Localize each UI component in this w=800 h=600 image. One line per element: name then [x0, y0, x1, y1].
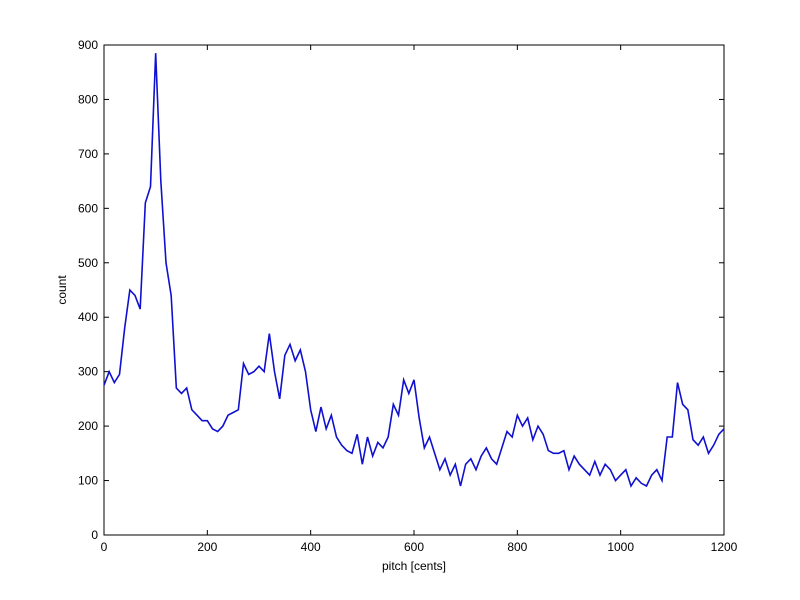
x-axis-label: pitch [cents] [382, 559, 446, 573]
x-tick-label: 0 [101, 540, 108, 554]
x-tick-label: 800 [507, 540, 527, 554]
y-tick-label: 200 [78, 419, 98, 433]
y-tick-label: 400 [78, 310, 98, 324]
x-tick-label: 1200 [711, 540, 738, 554]
x-tick-label: 400 [301, 540, 321, 554]
y-tick-label: 900 [78, 38, 98, 52]
y-tick-label: 300 [78, 365, 98, 379]
y-axis-label: count [55, 275, 69, 305]
y-tick-label: 100 [78, 474, 98, 488]
x-tick-label: 1000 [607, 540, 634, 554]
y-tick-label: 800 [78, 92, 98, 106]
plot-area [103, 44, 725, 536]
x-tick-label: 600 [404, 540, 424, 554]
y-tick-label: 0 [91, 528, 98, 542]
y-tick-label: 700 [78, 147, 98, 161]
data-line [103, 53, 725, 488]
y-tick-label: 500 [78, 256, 98, 270]
x-tick-label: 200 [197, 540, 217, 554]
y-tick-label: 600 [78, 201, 98, 215]
